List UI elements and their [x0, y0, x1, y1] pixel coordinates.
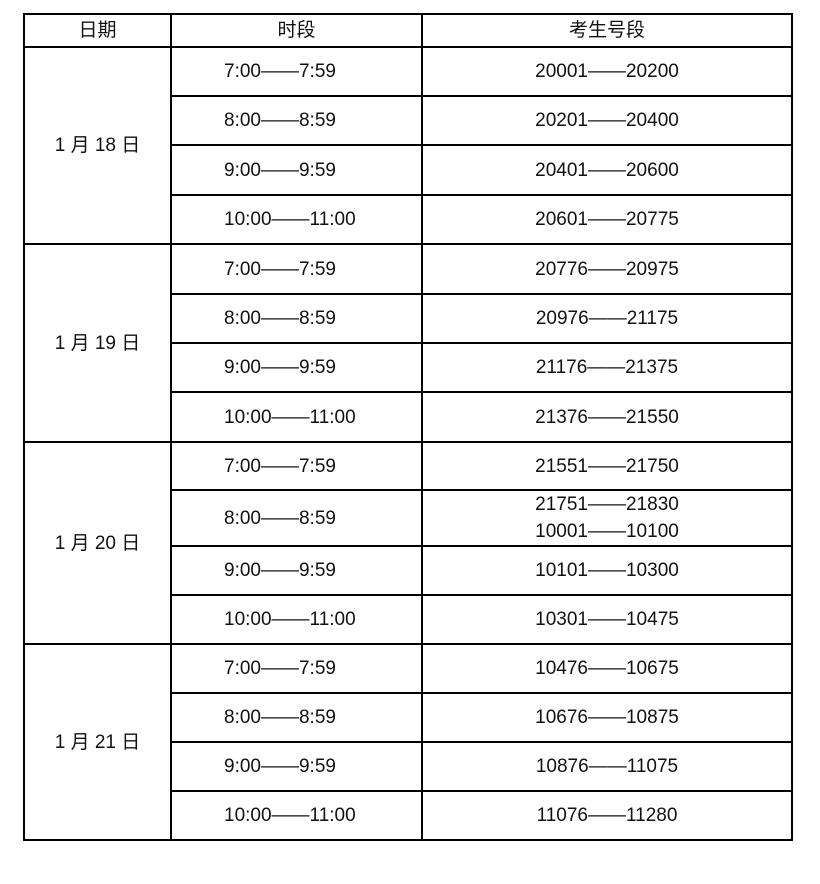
- time-slot-cell: 7:00——7:59: [170, 643, 423, 694]
- candidate-range-cell: 10101——10300: [421, 545, 793, 596]
- header-time-slot: 时段: [170, 13, 423, 48]
- time-slot-cell: 8:00——8:59: [170, 692, 423, 743]
- candidate-range-cell: 11076——11280: [421, 790, 793, 841]
- time-slot-cell: 7:00——7:59: [170, 441, 423, 491]
- table-row: 9:00——9:59 21176——21375: [24, 342, 793, 393]
- candidate-range: 21551——21750: [535, 455, 679, 477]
- candidate-range-cell: 10476——10675: [421, 643, 793, 694]
- candidate-range-cell: 20201——20400: [421, 95, 793, 146]
- candidate-range: 10101——10300: [535, 560, 679, 581]
- candidate-range: 20976——21175: [535, 308, 679, 329]
- time-slot-cell: 10:00——11:00: [170, 194, 423, 245]
- candidate-range: 11076——11280: [536, 805, 678, 826]
- table-row: 10:00——11:00 10301——10475: [24, 594, 793, 645]
- candidate-range: 10876——11075: [535, 756, 679, 777]
- table-row: 9:00——9:59 10876——11075: [24, 741, 793, 792]
- candidate-range: 20776——20975: [535, 258, 679, 280]
- time-slot-cell: 7:00——7:59: [170, 243, 423, 295]
- table-row: 8:00——8:59 20201——20400: [24, 95, 793, 146]
- time-slot-cell: 9:00——9:59: [170, 342, 423, 393]
- candidate-range: 10676——10875: [535, 707, 679, 728]
- candidate-range-cell: 20976——21175: [421, 293, 793, 344]
- time-slot-cell: 8:00——8:59: [170, 293, 423, 344]
- candidate-range-cell: 21176——21375: [421, 342, 793, 393]
- table-row: 10:00——11:00 20601——20775: [24, 194, 793, 245]
- candidate-range-cell: 10301——10475: [421, 594, 793, 645]
- candidate-range: 20201——20400: [535, 110, 679, 131]
- candidate-range-cell: 10876——11075: [421, 741, 793, 792]
- candidate-range-cell: 20776——20975: [421, 243, 793, 295]
- time-slot-cell: 8:00——8:59: [170, 95, 423, 146]
- time-slot-cell: 10:00——11:00: [170, 391, 423, 443]
- table-row: 1 月 19 日 7:00——7:59 20776——20975: [23, 243, 793, 443]
- table-row: 10:00——11:00 21376——21550: [24, 391, 793, 443]
- time-slot-cell: 7:00——7:59: [170, 46, 423, 97]
- header-row: 日期 时段 考生号段: [23, 13, 793, 48]
- candidate-range: 20001——20200: [535, 61, 679, 82]
- table-row: 1 月 20 日 7:00——7:59 21551——21750: [23, 441, 793, 645]
- table-row: 10:00——11:00 11076——11280: [24, 790, 793, 841]
- candidate-range-cell: 21751——21830 10001——10100: [421, 489, 793, 547]
- candidate-range: 21751——21830: [535, 494, 679, 515]
- exam-schedule-table: 日期 时段 考生号段 1 月 18 日 7:00——7:59 20001——2020…: [23, 13, 793, 841]
- candidate-range-cell: 10676——10875: [421, 692, 793, 743]
- candidate-range-cell: 20601——20775: [421, 194, 793, 245]
- time-slot-cell: 9:00——9:59: [170, 144, 423, 196]
- time-slot-cell: 8:00——8:59: [170, 489, 423, 547]
- date-cell: 1 月 20 日: [23, 441, 172, 645]
- candidate-range: 21176——21375: [535, 357, 679, 378]
- candidate-range: 20601——20775: [535, 209, 679, 230]
- candidate-range: 21376——21550: [535, 406, 679, 428]
- table-row: 8:00——8:59 10676——10875: [24, 692, 793, 743]
- header-date: 日期: [23, 13, 172, 48]
- table-row: 9:00——9:59 10101——10300: [24, 545, 793, 596]
- candidate-range-cell: 21376——21550: [421, 391, 793, 443]
- table-row: 9:00——9:59 20401——20600: [24, 144, 793, 196]
- header-candidate-range: 考生号段: [421, 13, 793, 48]
- candidate-range: 20401——20600: [535, 159, 679, 181]
- candidate-range: 10476——10675: [535, 658, 679, 679]
- time-slot-cell: 10:00——11:00: [170, 790, 423, 841]
- date-cell: 1 月 21 日: [23, 643, 172, 841]
- table-row: 8:00——8:59 21751——21830 10001——10100: [24, 489, 793, 547]
- date-cell: 1 月 19 日: [23, 243, 172, 443]
- table-row: 1 月 21 日 7:00——7:59 10476——10675: [23, 643, 793, 841]
- candidate-range: 10001——10100: [535, 521, 679, 542]
- table-row: 8:00——8:59 20976——21175: [24, 293, 793, 344]
- time-slot-cell: 10:00——11:00: [170, 594, 423, 645]
- candidate-range: 10301——10475: [535, 609, 679, 630]
- candidate-range-cell: 20401——20600: [421, 144, 793, 196]
- candidate-range-cell: 21551——21750: [421, 441, 793, 491]
- time-slot-cell: 9:00——9:59: [170, 545, 423, 596]
- candidate-range-cell: 20001——20200: [421, 46, 793, 97]
- time-slot-cell: 9:00——9:59: [170, 741, 423, 792]
- table-row: 1 月 18 日 7:00——7:59 20001——20200: [23, 46, 793, 245]
- date-cell: 1 月 18 日: [23, 46, 172, 245]
